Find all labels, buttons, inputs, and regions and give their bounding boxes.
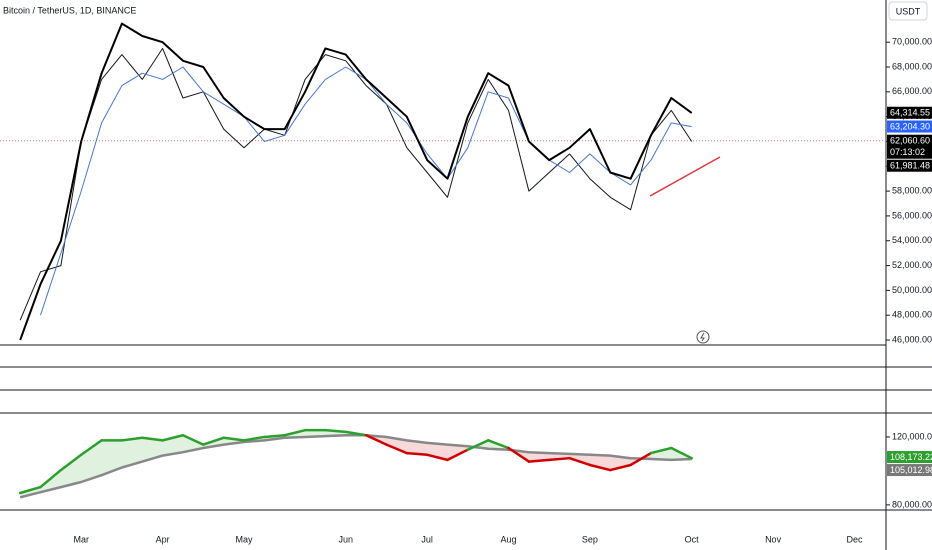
indicator-segment	[527, 458, 551, 463]
indicator-segment	[446, 448, 470, 462]
y-tick-label: 52,000.00	[892, 260, 932, 270]
trend-line	[649, 156, 721, 197]
price-label-box	[887, 451, 932, 464]
x-tick-label: Jun	[338, 534, 353, 544]
fill-band	[101, 440, 122, 476]
indicator-segment	[364, 434, 388, 446]
y-tick-label: 56,000.00	[892, 210, 932, 220]
price-label-box	[887, 106, 932, 119]
fill-band	[406, 440, 428, 455]
fill-band	[650, 447, 672, 460]
price-label-box	[887, 159, 932, 172]
indicator-segment	[120, 436, 144, 442]
indicator-segment	[181, 434, 205, 446]
price-label: 62,060.60	[890, 136, 930, 146]
indicator-segment	[283, 428, 307, 437]
y-tick-label: 80,000.00	[892, 499, 932, 509]
indicator-segment	[609, 463, 632, 472]
chart-title: Bitcoin / TetherUS, 1D, BINANCE	[3, 5, 136, 15]
indicator-segment	[263, 434, 286, 439]
y-tick-label: 68,000.00	[892, 61, 932, 71]
price-label: 105,012.98	[890, 465, 932, 475]
indicator-segment	[242, 435, 266, 442]
x-tick-label: Mar	[73, 534, 89, 544]
indicator-segment	[649, 446, 673, 455]
events-icon[interactable]	[696, 330, 710, 344]
indicator-segment	[59, 453, 83, 472]
fill-band	[610, 455, 631, 471]
indicator-segment	[344, 430, 368, 437]
price-label-box	[887, 134, 932, 159]
indicator-segment	[202, 436, 225, 446]
x-tick-label: Aug	[501, 534, 517, 544]
y-tick-label: 66,000.00	[892, 86, 932, 96]
indicator-segment	[39, 468, 63, 489]
x-tick-label: May	[236, 534, 254, 544]
indicator-segment	[486, 439, 510, 450]
fill-band	[60, 454, 82, 488]
price-label-box	[887, 464, 932, 477]
y-tick-label: 54,000.00	[892, 235, 932, 245]
y-tick-label: 46,000.00	[892, 334, 932, 344]
price-line	[19, 22, 693, 341]
x-tick-label: Apr	[156, 534, 170, 544]
events-icon-glyph	[700, 332, 705, 342]
x-tick-label: Jul	[421, 534, 433, 544]
indicator-segment	[324, 428, 348, 434]
y-tick-label: 70,000.00	[892, 37, 932, 47]
indicator-segment	[670, 446, 693, 460]
fill-band	[142, 437, 163, 462]
price-label-countdown: 07:13:02	[890, 147, 925, 157]
baseline-line	[19, 434, 692, 499]
price-label: 64,314.55	[890, 108, 930, 118]
indicator-segment	[405, 451, 429, 457]
indicator-segment	[385, 443, 409, 455]
price-label: 61,981.48	[890, 161, 930, 171]
x-tick-label: Oct	[685, 534, 700, 544]
y-tick-label: 48,000.00	[892, 310, 932, 320]
indicator-segment	[588, 463, 612, 472]
price-label: 63,204.30	[890, 121, 930, 131]
fill-band	[81, 440, 102, 482]
indicator-segment	[466, 439, 490, 451]
x-tick-label: Dec	[846, 534, 863, 544]
fill-band	[386, 436, 407, 454]
indicator-segment	[629, 451, 653, 467]
indicator-segment	[18, 485, 42, 495]
indicator-segment	[141, 436, 164, 442]
y-tick-label: 58,000.00	[892, 185, 932, 195]
indicator-segment	[425, 453, 449, 462]
currency-button[interactable]	[888, 1, 928, 21]
y-tick-label: 50,000.00	[892, 285, 932, 295]
indicator-segment	[547, 456, 571, 462]
indicator-segment	[161, 434, 185, 442]
indicator-segment	[79, 439, 103, 457]
y-tick-label: 120,000.00	[892, 431, 932, 441]
price-label-box	[887, 120, 932, 133]
currency-label: USDT	[896, 6, 921, 16]
indicator-segment	[222, 436, 246, 442]
price-label: 108,173.22	[890, 452, 932, 462]
indicator-segment	[568, 456, 592, 467]
x-tick-label: Sep	[582, 534, 598, 544]
fill-band	[121, 437, 143, 468]
indicator-segment	[507, 446, 531, 463]
x-tick-label: Nov	[765, 534, 782, 544]
